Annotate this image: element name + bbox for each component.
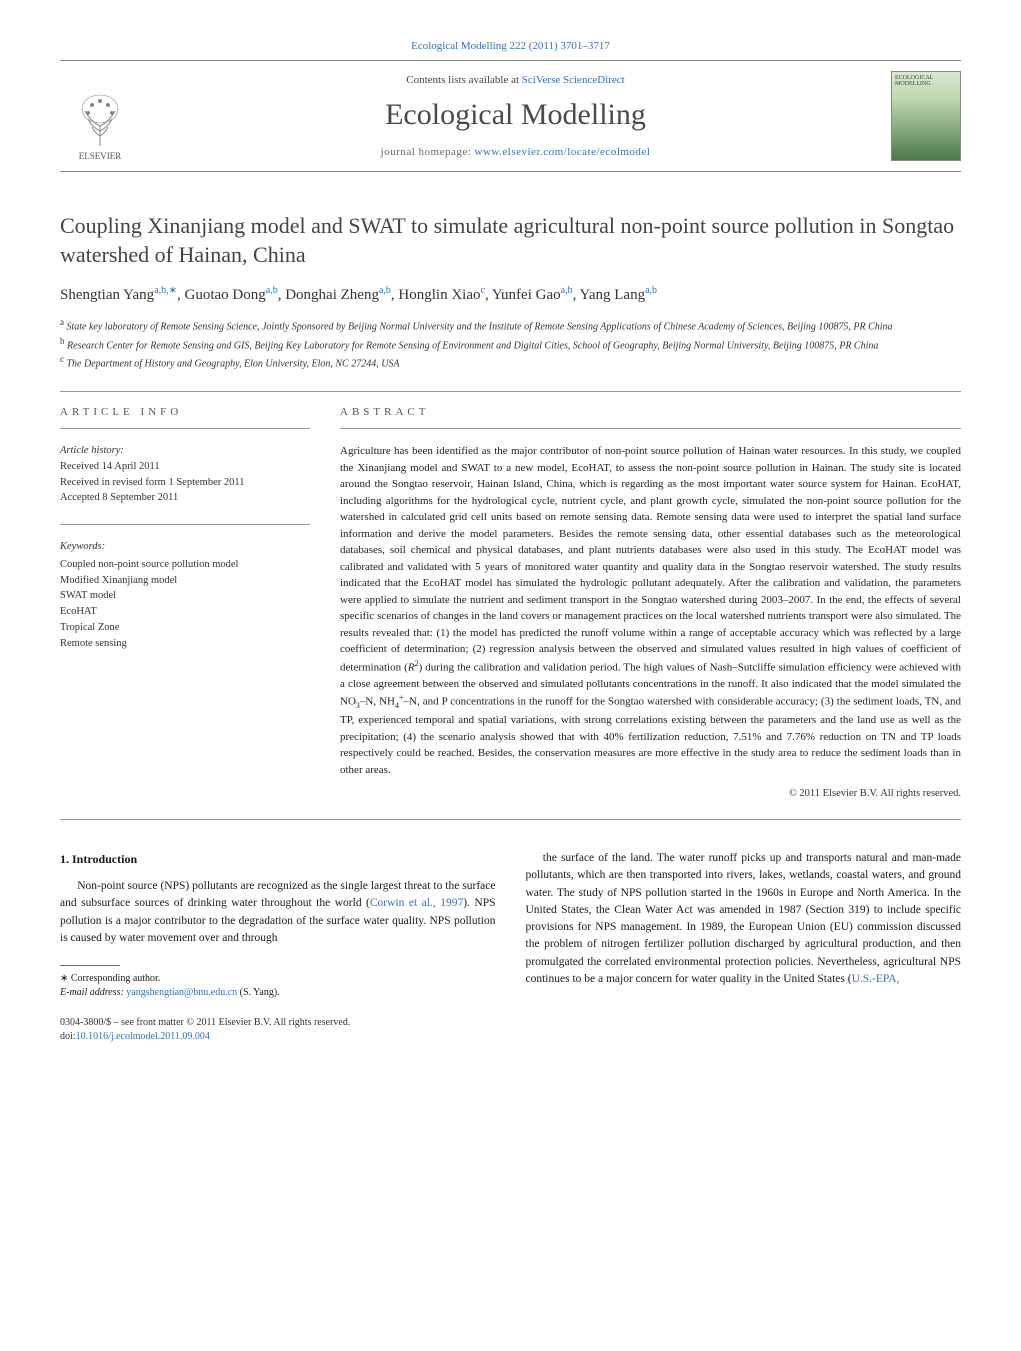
abstract-copyright: © 2011 Elsevier B.V. All rights reserved… (340, 788, 961, 799)
journal-cover-thumbnail: ECOLOGICAL MODELLING (891, 71, 961, 161)
keyword: EcoHAT (60, 606, 97, 617)
section-heading-introduction: 1. Introduction (60, 850, 496, 868)
front-matter-footer: 0304-3800/$ – see front matter © 2011 El… (60, 1016, 496, 1044)
divider (60, 819, 961, 820)
citation-link[interactable]: U.S.-EPA, (852, 973, 900, 985)
keyword: Remote sensing (60, 638, 127, 649)
abstract-text: Agriculture has been identified as the m… (340, 443, 961, 778)
corresponding-email-link[interactable]: yangshengtian@bnu.edu.cn (126, 987, 237, 998)
intro-paragraph-col1: Non-point source (NPS) pollutants are re… (60, 878, 496, 947)
divider (60, 391, 961, 392)
keywords-block: Keywords: Coupled non-point source pollu… (60, 539, 310, 651)
contents-prefix: Contents lists available at (406, 74, 521, 86)
keyword: Modified Xinanjiang model (60, 575, 177, 586)
keywords-label: Keywords: (60, 539, 310, 555)
keyword: SWAT model (60, 590, 116, 601)
homepage-prefix: journal homepage: (381, 146, 475, 158)
publisher-logo: ELSEVIER (60, 71, 140, 161)
journal-reference: Ecological Modelling 222 (2011) 3701–371… (60, 40, 961, 52)
doi-prefix: doi: (60, 1031, 76, 1042)
article-info-label: article info (60, 406, 310, 418)
journal-title: Ecological Modelling (140, 98, 891, 132)
journal-homepage-link[interactable]: www.elsevier.com/locate/ecolmodel (475, 146, 651, 158)
sciencedirect-link[interactable]: SciVerse ScienceDirect (522, 74, 625, 86)
publisher-name: ELSEVIER (79, 151, 122, 161)
divider (340, 428, 961, 429)
citation-link[interactable]: Corwin et al., 1997 (370, 897, 463, 909)
email-suffix: (S. Yang). (237, 987, 280, 998)
abstract-label: abstract (340, 406, 961, 418)
corr-label: ∗ Corresponding author. (60, 973, 160, 984)
contents-available-line: Contents lists available at SciVerse Sci… (140, 74, 891, 86)
history-received: Received 14 April 2011 (60, 461, 160, 472)
footnote-separator (60, 965, 120, 966)
intro-paragraph-col2: the surface of the land. The water runof… (526, 850, 962, 988)
corresponding-author-footnote: ∗ Corresponding author. E-mail address: … (60, 972, 496, 1000)
elsevier-tree-icon (70, 91, 130, 151)
history-accepted: Accepted 8 September 2011 (60, 492, 178, 503)
authors-list: Shengtian Yanga,b,∗, Guotao Donga,b, Don… (60, 285, 961, 304)
divider (60, 428, 310, 429)
history-revised: Received in revised form 1 September 201… (60, 477, 244, 488)
journal-homepage-line: journal homepage: www.elsevier.com/locat… (140, 146, 891, 158)
article-title: Coupling Xinanjiang model and SWAT to si… (60, 212, 961, 269)
article-history: Article history: Received 14 April 2011 … (60, 443, 310, 506)
affiliations: a State key laboratory of Remote Sensing… (60, 316, 961, 371)
history-label: Article history: (60, 445, 124, 456)
keyword: Coupled non-point source pollution model (60, 559, 238, 570)
journal-header: ELSEVIER Contents lists available at Sci… (60, 60, 961, 172)
cover-label: ECOLOGICAL MODELLING (895, 75, 933, 87)
keyword: Tropical Zone (60, 622, 119, 633)
front-matter-line: 0304-3800/$ – see front matter © 2011 El… (60, 1017, 350, 1028)
doi-link[interactable]: 10.1016/j.ecolmodel.2011.09.004 (76, 1031, 210, 1042)
email-label: E-mail address: (60, 987, 126, 998)
divider (60, 524, 310, 525)
